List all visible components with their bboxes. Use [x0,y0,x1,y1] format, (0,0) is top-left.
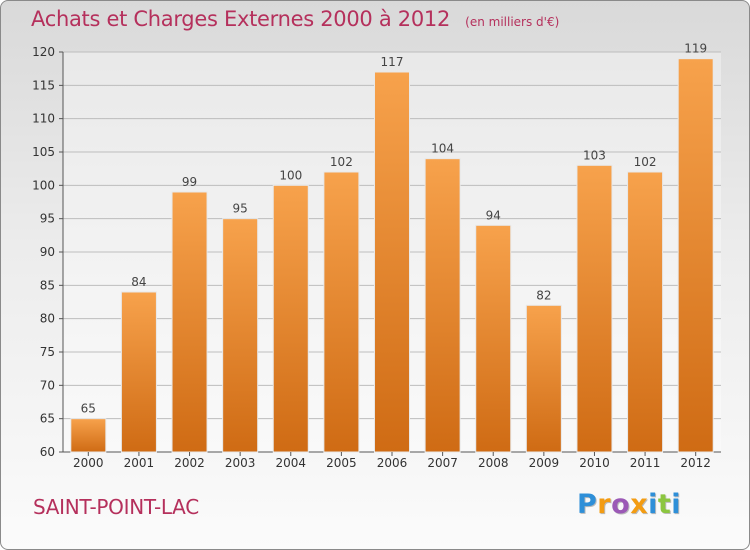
x-tick-label-2012: 2012 [680,456,711,470]
x-tick-label-2011: 2011 [630,456,661,470]
y-tick-label: 105 [32,145,55,159]
data-label-2004: 100 [279,168,302,182]
y-tick-label: 70 [40,378,55,392]
y-tick-label: 65 [40,412,55,426]
bar-2002 [171,191,208,453]
y-tick-label: 100 [32,178,55,192]
x-tick-label-2007: 2007 [427,456,458,470]
x-tick-label-2002: 2002 [174,456,205,470]
bar-2001 [120,291,157,453]
x-tick-label-2003: 2003 [225,456,256,470]
data-label-2009: 82 [536,288,551,302]
bar-2009 [525,304,562,453]
data-label-2005: 102 [330,155,353,169]
data-label-2010: 103 [583,148,606,162]
chart-title: Achats et Charges Externes 2000 à 2012 [31,7,451,31]
y-tick-label: 75 [40,345,55,359]
logo-letter: P [577,489,598,520]
y-tick-label: 110 [32,112,55,126]
y-tick-label: 120 [32,45,55,59]
bar-2010 [576,164,613,453]
data-label-2001: 84 [131,275,146,289]
chart-subtitle: (en milliers d'€) [465,15,560,29]
y-tick-label: 90 [40,245,55,259]
x-tick-label-2000: 2000 [73,456,104,470]
y-tick-label: 115 [32,78,55,92]
bar-2008 [475,224,512,453]
x-tick-label-2004: 2004 [275,456,306,470]
x-tick-label-2009: 2009 [529,456,560,470]
data-label-2011: 102 [634,155,657,169]
bar-2006 [374,71,410,453]
x-tick-label-2006: 2006 [377,456,408,470]
y-tick-label: 60 [40,445,55,459]
y-tick-label: 95 [40,212,55,226]
commune-name: SAINT-POINT-LAC [33,495,199,519]
x-tick-label-2010: 2010 [579,456,610,470]
bar-2000 [70,418,107,453]
data-label-2003: 95 [233,202,248,216]
x-tick-label-2005: 2005 [326,456,357,470]
bar-2005 [323,171,360,453]
y-tick-label: 85 [40,278,55,292]
proxiti-logo[interactable]: Proxiti [577,489,681,520]
logo-letter: i [648,489,658,520]
bar-2012 [677,58,714,453]
logo-letter: r [597,489,612,520]
logo-letter: i [671,489,682,520]
data-label-2008: 94 [486,208,501,222]
bar-2003 [222,218,259,453]
data-label-2000: 65 [81,402,96,416]
bar-2007 [424,158,461,453]
title-row: Achats et Charges Externes 2000 à 2012 (… [31,7,559,31]
bar-2011 [627,171,664,453]
x-tick-label-2001: 2001 [124,456,155,470]
data-label-2012: 119 [684,42,707,56]
data-label-2007: 104 [431,142,454,156]
logo-letter: x [630,489,649,520]
data-label-2002: 99 [182,175,197,189]
x-tick-label-2008: 2008 [478,456,509,470]
data-label-2006: 117 [381,55,404,69]
logo-letter: t [657,489,672,520]
logo-letter: o [611,489,631,520]
bar-2004 [272,184,309,453]
y-tick-label: 80 [40,312,55,326]
